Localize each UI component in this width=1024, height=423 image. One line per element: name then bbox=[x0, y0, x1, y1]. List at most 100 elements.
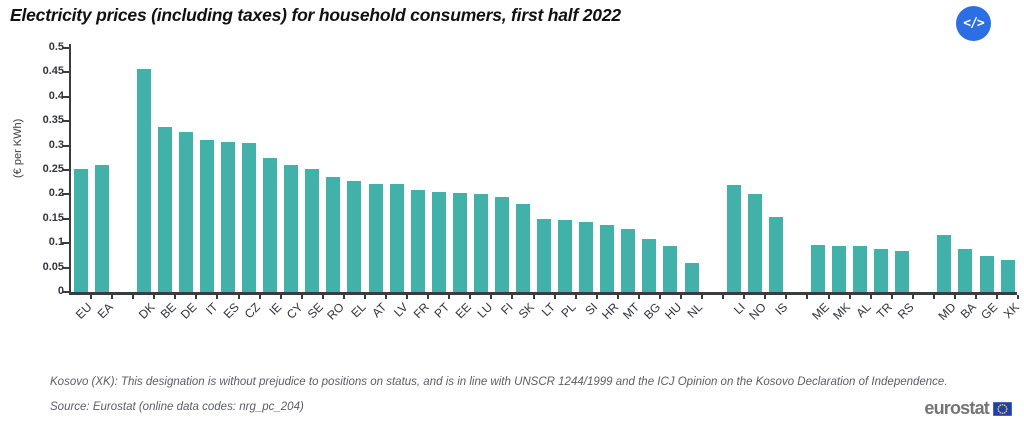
bar-EU[interactable] bbox=[73, 168, 88, 292]
page-title: Electricity prices (including taxes) for… bbox=[10, 5, 621, 25]
bar-NO[interactable] bbox=[747, 194, 762, 292]
x-tick-label-ME: ME bbox=[809, 300, 832, 323]
bar-EE[interactable] bbox=[452, 192, 467, 292]
y-tick-label: 0.35 bbox=[42, 114, 64, 127]
source-note: Source: Eurostat (online data codes: nrg… bbox=[50, 401, 304, 413]
x-tick bbox=[427, 295, 430, 299]
bar-NL[interactable] bbox=[684, 262, 699, 292]
y-tick bbox=[62, 242, 69, 245]
bar-DK[interactable] bbox=[136, 69, 151, 292]
x-tick bbox=[743, 295, 746, 299]
x-tick-label-LU: LU bbox=[474, 300, 495, 321]
bar-IS[interactable] bbox=[768, 217, 783, 292]
bar-RO[interactable] bbox=[326, 177, 341, 292]
x-tick bbox=[701, 295, 704, 299]
bar-SK[interactable] bbox=[516, 204, 530, 292]
x-tick-label-IT: IT bbox=[203, 300, 221, 318]
x-tick-label-EA: EA bbox=[94, 300, 116, 322]
bar-CZ[interactable] bbox=[242, 142, 257, 292]
x-tick bbox=[785, 295, 788, 299]
x-tick-label-DK: DK bbox=[135, 300, 158, 322]
x-tick-label-TR: TR bbox=[873, 300, 896, 322]
x-axis-line bbox=[69, 292, 1018, 295]
x-tick-label-IE: IE bbox=[266, 300, 285, 318]
x-tick bbox=[932, 295, 935, 299]
x-tick bbox=[385, 295, 388, 299]
bar-EL[interactable] bbox=[347, 180, 362, 292]
bar-BA[interactable] bbox=[958, 248, 973, 292]
bar-HU[interactable] bbox=[663, 245, 678, 292]
x-tick-label-GE: GE bbox=[978, 300, 1001, 323]
bar-HR[interactable] bbox=[600, 225, 615, 292]
bar-LU[interactable] bbox=[473, 194, 488, 292]
y-tick bbox=[62, 291, 69, 293]
bar-AT[interactable] bbox=[368, 183, 383, 292]
bar-LT[interactable] bbox=[537, 219, 552, 292]
bar-PT[interactable] bbox=[431, 191, 446, 292]
y-tick bbox=[62, 95, 69, 98]
bar-FR[interactable] bbox=[410, 190, 425, 292]
x-tick-label-EE: EE bbox=[452, 300, 474, 322]
bar-CY[interactable] bbox=[284, 165, 299, 292]
bar-AL[interactable] bbox=[853, 245, 868, 292]
x-tick bbox=[996, 295, 999, 299]
bar-MK[interactable] bbox=[832, 245, 847, 292]
x-tick bbox=[237, 295, 240, 299]
x-tick-label-HU: HU bbox=[662, 300, 685, 323]
x-tick bbox=[279, 295, 282, 299]
x-tick bbox=[532, 295, 535, 299]
x-tick-label-MT: MT bbox=[620, 300, 643, 323]
y-tick bbox=[62, 47, 69, 49]
x-tick bbox=[616, 295, 619, 299]
kosovo-footnote: Kosovo (XK): This designation is without… bbox=[50, 376, 948, 388]
x-tick bbox=[448, 295, 451, 299]
y-tick-label: 0.3 bbox=[48, 138, 64, 151]
x-tick-label-DE: DE bbox=[178, 300, 200, 322]
x-tick bbox=[132, 295, 135, 299]
x-tick-label-FR: FR bbox=[410, 300, 432, 322]
y-tick bbox=[62, 217, 69, 220]
embed-code-button[interactable]: </> bbox=[956, 6, 991, 41]
x-tick bbox=[827, 295, 830, 299]
bar-RS[interactable] bbox=[895, 251, 910, 292]
bar-IT[interactable] bbox=[199, 139, 214, 292]
x-tick-label-PL: PL bbox=[558, 300, 580, 321]
x-tick bbox=[111, 295, 114, 299]
bar-FI[interactable] bbox=[494, 197, 509, 292]
x-tick-label-HR: HR bbox=[599, 300, 622, 323]
bar-ES[interactable] bbox=[221, 142, 236, 292]
eurostat-logo-text: eurostat bbox=[924, 398, 989, 418]
x-tick-label-NL: NL bbox=[684, 300, 706, 321]
bar-MT[interactable] bbox=[621, 228, 636, 292]
y-axis-label: (€ per KWh) bbox=[12, 118, 24, 178]
eurostat-logo[interactable]: eurostat bbox=[924, 398, 1012, 419]
bar-LV[interactable] bbox=[389, 184, 404, 292]
bar-EA[interactable] bbox=[94, 165, 109, 292]
x-tick-label-IS: IS bbox=[771, 300, 790, 318]
x-tick bbox=[806, 295, 809, 299]
bar-MD[interactable] bbox=[937, 234, 952, 292]
bar-PL[interactable] bbox=[558, 220, 573, 292]
x-tick-label-LT: LT bbox=[538, 300, 558, 320]
x-tick-label-CY: CY bbox=[283, 300, 306, 322]
bar-LI[interactable] bbox=[726, 184, 741, 292]
bar-ME[interactable] bbox=[810, 245, 825, 292]
y-tick bbox=[62, 169, 69, 171]
x-tick-label-BG: BG bbox=[641, 300, 664, 323]
bar-SI[interactable] bbox=[579, 221, 594, 292]
bar-GE[interactable] bbox=[979, 255, 994, 292]
x-tick-label-EL: EL bbox=[348, 300, 369, 321]
y-tick-label: 0.5 bbox=[48, 41, 64, 53]
bar-BG[interactable] bbox=[642, 238, 657, 292]
y-tick-label: 0.45 bbox=[42, 65, 64, 78]
x-tick bbox=[1017, 295, 1020, 299]
y-tick-label: 0 bbox=[57, 285, 64, 297]
bar-XK[interactable] bbox=[1000, 259, 1015, 292]
bar-TR[interactable] bbox=[874, 249, 889, 292]
x-tick-label-MK: MK bbox=[830, 300, 853, 323]
bar-IE[interactable] bbox=[263, 157, 278, 292]
bar-SE[interactable] bbox=[305, 168, 320, 292]
bar-BE[interactable] bbox=[157, 127, 172, 292]
eu-flag-icon bbox=[993, 401, 1012, 416]
bar-DE[interactable] bbox=[178, 131, 193, 292]
